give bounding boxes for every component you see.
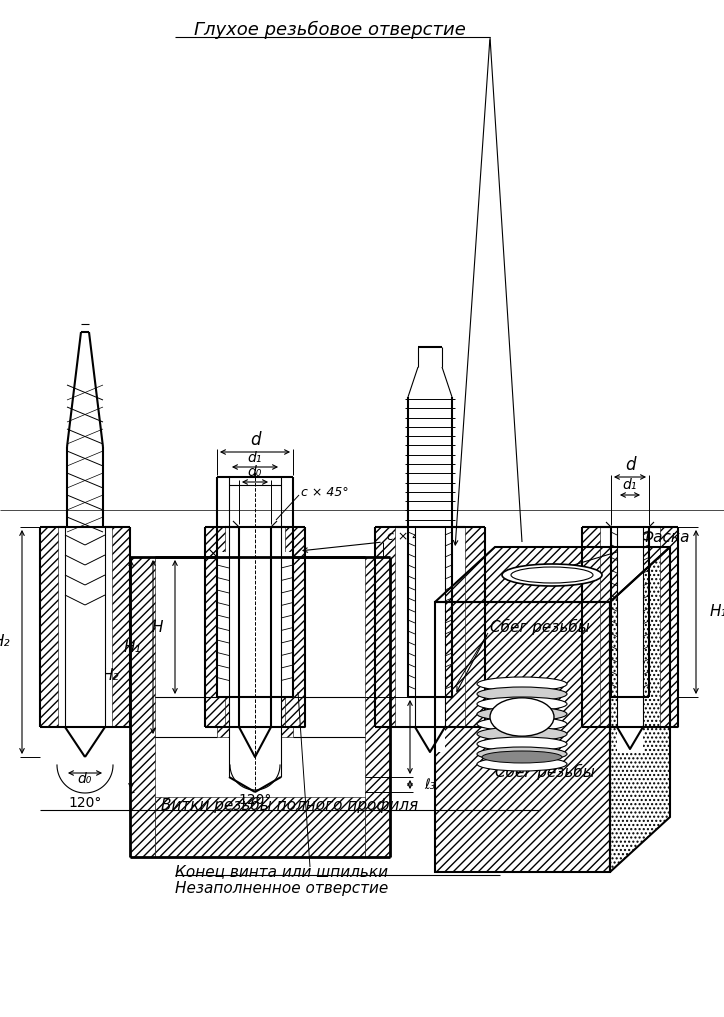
Bar [582, 527, 600, 727]
Bar [239, 527, 271, 762]
Text: H₁: H₁ [710, 604, 724, 619]
Ellipse shape [477, 677, 567, 691]
Ellipse shape [477, 727, 567, 741]
Ellipse shape [511, 567, 593, 583]
Text: d₁: d₁ [248, 451, 262, 465]
Bar [660, 527, 678, 727]
Bar [205, 527, 225, 727]
Bar [375, 527, 395, 727]
Ellipse shape [490, 698, 554, 736]
Ellipse shape [477, 747, 567, 761]
Bar [229, 472, 281, 557]
Polygon shape [435, 547, 670, 602]
Text: Витки резьбы полного профиля: Витки резьбы полного профиля [161, 797, 418, 813]
Bar [40, 527, 58, 727]
Text: Сбег резьбы: Сбег резьбы [495, 764, 594, 780]
Ellipse shape [477, 697, 567, 711]
Text: d₀: d₀ [77, 772, 92, 786]
Ellipse shape [477, 717, 567, 731]
Bar [415, 526, 445, 752]
Text: ℓ₂: ℓ₂ [424, 730, 435, 744]
Ellipse shape [482, 751, 562, 763]
Bar [365, 557, 390, 857]
Bar [112, 527, 130, 727]
Text: ℓ₃: ℓ₃ [424, 778, 435, 792]
Text: 120°: 120° [68, 796, 101, 810]
Text: H₂: H₂ [101, 667, 119, 682]
Text: c × 45°: c × 45° [301, 485, 349, 498]
Text: d: d [625, 456, 635, 474]
Bar [285, 527, 305, 727]
Text: H₁: H₁ [123, 640, 141, 655]
Text: Глухое резьбовое отверстие: Глухое резьбовое отверстие [194, 21, 466, 39]
Text: d₁: d₁ [623, 478, 637, 492]
Ellipse shape [477, 687, 567, 701]
Ellipse shape [477, 737, 567, 751]
Polygon shape [610, 547, 670, 872]
Text: d: d [250, 431, 260, 448]
Text: H: H [151, 619, 163, 635]
Bar [155, 797, 365, 857]
Bar [229, 552, 281, 782]
Bar [217, 552, 293, 697]
Ellipse shape [502, 564, 602, 586]
Bar [217, 697, 293, 737]
Text: H₂: H₂ [0, 635, 10, 650]
Bar [617, 526, 643, 752]
Text: 120°: 120° [238, 793, 272, 807]
Text: Незаполненное отверстие: Незаполненное отверстие [175, 882, 388, 897]
Bar [65, 527, 105, 762]
Text: d₀: d₀ [248, 465, 262, 479]
Text: Фаска: Фаска [640, 530, 689, 544]
Bar [465, 527, 485, 727]
Ellipse shape [477, 707, 567, 721]
Bar [130, 557, 155, 857]
Text: Сбег резьбы: Сбег резьбы [490, 619, 590, 635]
Ellipse shape [477, 757, 567, 771]
Text: Конец винта или шпильки: Конец винта или шпильки [175, 864, 388, 880]
Text: c × 45°: c × 45° [387, 531, 434, 543]
Bar [435, 602, 610, 872]
